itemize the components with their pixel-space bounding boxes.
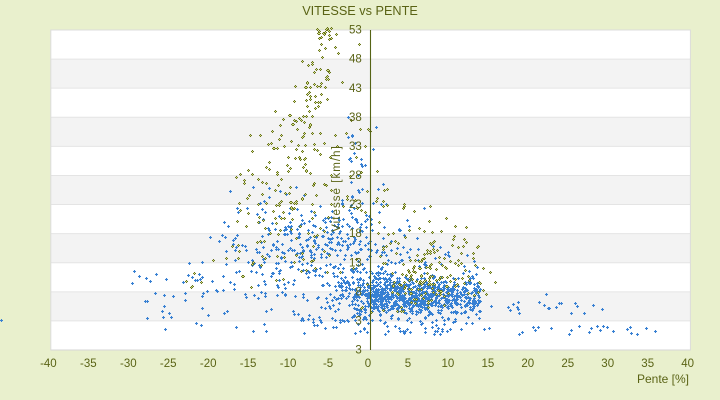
svg-text:13: 13 xyxy=(349,257,362,269)
svg-text:30: 30 xyxy=(601,358,614,370)
svg-text:10: 10 xyxy=(442,358,455,370)
svg-text:5: 5 xyxy=(405,358,411,370)
svg-text:20: 20 xyxy=(521,358,534,370)
svg-text:Pente [%]: Pente [%] xyxy=(637,372,689,386)
svg-text:Vitesse [km/h]: Vitesse [km/h] xyxy=(331,145,343,232)
svg-text:53: 53 xyxy=(349,25,362,37)
svg-text:38: 38 xyxy=(349,112,362,124)
svg-text:18: 18 xyxy=(349,228,362,240)
svg-text:-40: -40 xyxy=(40,358,57,370)
svg-text:28: 28 xyxy=(349,170,362,182)
svg-text:35: 35 xyxy=(641,358,654,370)
svg-text:0: 0 xyxy=(365,358,371,370)
svg-text:33: 33 xyxy=(349,141,362,153)
svg-text:23: 23 xyxy=(349,199,362,211)
svg-text:8: 8 xyxy=(355,286,361,298)
svg-text:-20: -20 xyxy=(200,358,217,370)
svg-text:3: 3 xyxy=(355,345,361,357)
svg-text:-15: -15 xyxy=(240,358,257,370)
svg-text:15: 15 xyxy=(482,358,495,370)
svg-text:-25: -25 xyxy=(160,358,177,370)
svg-text:-5: -5 xyxy=(323,358,333,370)
svg-text:VITESSE vs PENTE: VITESSE vs PENTE xyxy=(302,4,418,18)
svg-text:25: 25 xyxy=(561,358,574,370)
svg-text:-35: -35 xyxy=(80,358,97,370)
svg-text:-30: -30 xyxy=(120,358,137,370)
svg-text:48: 48 xyxy=(349,54,362,66)
svg-text:-10: -10 xyxy=(280,358,297,370)
svg-text:40: 40 xyxy=(681,358,694,370)
svg-text:43: 43 xyxy=(349,83,362,95)
svg-text:3: 3 xyxy=(355,315,361,327)
